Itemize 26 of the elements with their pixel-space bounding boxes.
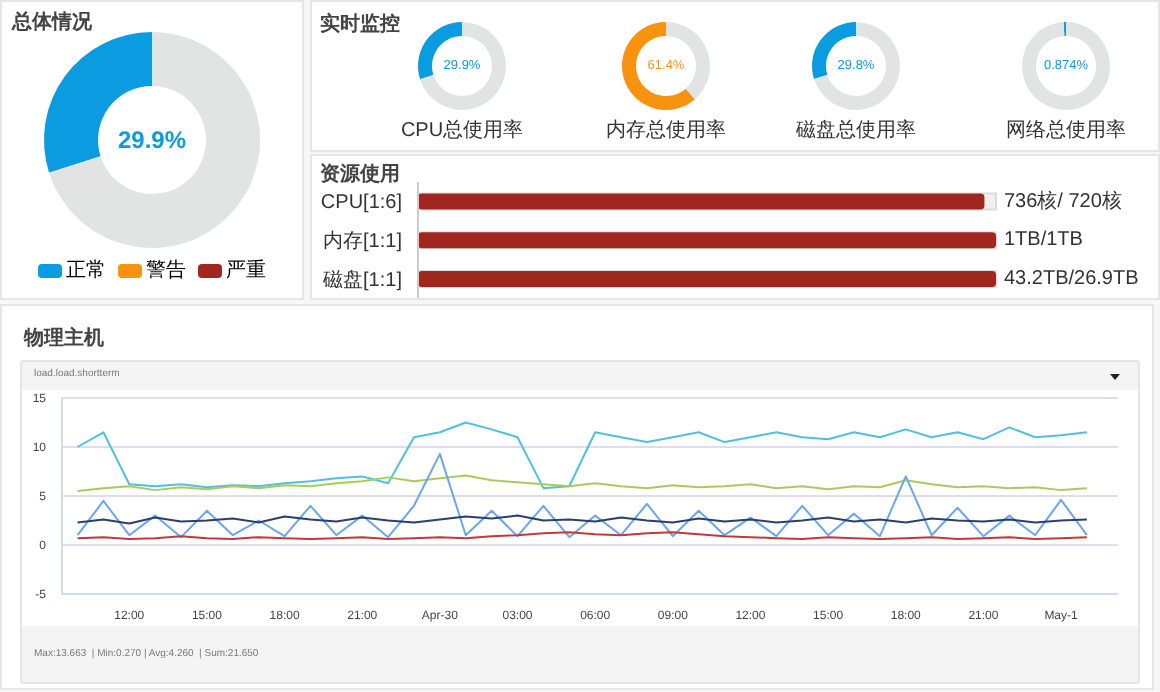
y-tick-label: 磁盘[1:1] [321, 267, 403, 292]
legend-label: 严重 [226, 257, 266, 284]
legend-label: 正常 [66, 257, 106, 284]
donut-slice [420, 22, 506, 110]
donut-slice [813, 22, 900, 110]
line-series [76, 474, 1088, 493]
text: 1TB/1TB [1004, 229, 1084, 252]
text: 29.9% [117, 126, 187, 154]
line-series [76, 452, 1088, 539]
y-tick-label: CPU[1:6] [320, 192, 403, 215]
donut-slice [622, 22, 695, 110]
text: 网络总使用率 [1004, 117, 1128, 144]
text: CPU总使用率 [398, 117, 526, 144]
text: 736核/ 720核 [1004, 188, 1122, 213]
legend-label: 警告 [146, 257, 186, 284]
chart-title: 物理主机 [24, 324, 104, 352]
text: 磁盘总使用率 [794, 117, 918, 144]
line-series [76, 421, 1088, 490]
donut-slice [49, 32, 260, 248]
chart-title: 实时监控 [320, 10, 400, 38]
y-tick-label: 内存[1:1] [323, 229, 403, 254]
chart-title: 总体情况 [12, 9, 92, 36]
chart-title: 资源使用 [320, 161, 400, 188]
text: 43.2TB/26.9TB [1004, 267, 1140, 290]
donut-slice [1022, 22, 1110, 110]
text: 内存总使用率 [604, 117, 728, 144]
